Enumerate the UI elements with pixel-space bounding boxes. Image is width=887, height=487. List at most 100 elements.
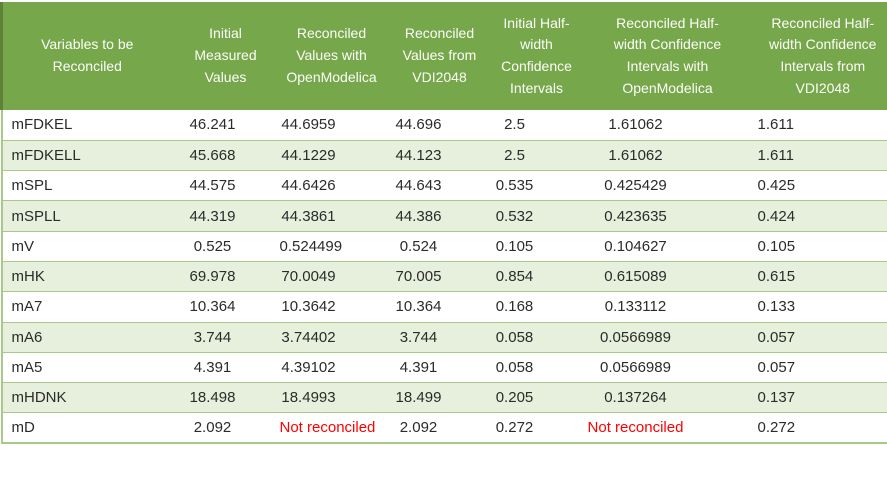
header-row: Variables to be Reconciled Initial Measured… [0, 2, 887, 110]
value-cell: 0.133112 [604, 298, 667, 316]
value-cell: 0.133 [757, 291, 887, 323]
header-line: Measured [194, 47, 257, 64]
value-cell: 0.058 [495, 328, 534, 346]
column-header-reconciled-halfwidth-ci-openmodelica: Reconciled Half-width Confidence Interval… [578, 2, 758, 110]
value-cell: 0.532 [495, 207, 534, 225]
value-cell: 10.364 [395, 298, 442, 316]
value-cell: 44.3861 [281, 207, 336, 225]
header-line: Initial [209, 25, 242, 42]
value-cell: 18.498 [189, 389, 236, 407]
value-cell: 0.272 [495, 412, 578, 445]
header-line: Reconciled Half- [771, 14, 875, 31]
value-cell: Not reconciled [279, 412, 384, 445]
value-cell: 3.744 [193, 328, 232, 346]
table-row: mFDKEL 46.241 44.6959 44.696 2.5 1.61062 1.611 [0, 110, 887, 141]
table-row: mA5 4.391 4.39102 4.391 0.058 0.0566989 0.057 [0, 352, 887, 383]
value-cell: 0.615089 [604, 268, 667, 286]
header-line: Variables to be [41, 36, 134, 53]
value-cell: 1.61062 [608, 116, 663, 134]
value-cell: 2.5 [504, 116, 525, 134]
variable-name-cell: mHK [0, 261, 172, 292]
value-cell: 0.854 [495, 268, 534, 286]
value-cell: 44.696 [395, 116, 442, 134]
header-line: width Confidence [769, 36, 877, 53]
value-cell: 45.668 [189, 146, 236, 164]
table-header: Variables to be Reconciled Initial Measured… [0, 2, 887, 110]
header-line: VDI2048 [795, 79, 850, 96]
column-header-reconciled-values-vdi2048: Reconciled Values from VDI2048 [384, 2, 496, 110]
table-row: mV 0.525 0.524499 0.524 0.105 0.104627 0.105 [0, 231, 887, 262]
value-cell: 0.057 [757, 352, 887, 383]
value-cell: 2.5 [504, 146, 525, 164]
value-cell: 0.058 [495, 359, 534, 377]
variable-name-cell: mA6 [0, 322, 172, 353]
value-cell: Not reconciled [577, 412, 758, 445]
value-cell: 0.525 [193, 237, 232, 255]
value-cell: 3.74402 [281, 328, 336, 346]
value-cell: 0.424 [757, 200, 887, 232]
header-line: Reconciled Half- [616, 14, 719, 31]
value-cell: 46.241 [189, 116, 236, 134]
value-cell: 44.6959 [281, 116, 336, 134]
header-line: Intervals [510, 79, 563, 96]
variable-name-cell: mFDKELL [0, 140, 172, 171]
header-line: Reconciled [52, 58, 122, 74]
value-cell: 0.205 [495, 389, 534, 407]
value-cell: 0.272 [757, 412, 887, 445]
value-cell: 0.104627 [604, 237, 667, 255]
column-header-variable: Variables to be Reconciled [0, 2, 172, 110]
value-cell: 44.575 [189, 177, 236, 195]
value-cell: 4.39102 [281, 359, 336, 377]
variable-name-cell: mHDNK [0, 382, 172, 413]
table-row: mD 2.092 Not reconciled 2.092 0.272 Not recon… [0, 412, 887, 445]
variable-name-cell: mSPL [0, 170, 172, 201]
column-header-initial-halfwidth-ci: Initial Half-width Confidence Intervals [496, 2, 578, 110]
value-cell: 0.057 [757, 322, 887, 353]
value-cell: 0.0566989 [600, 328, 671, 346]
value-cell: 0.423635 [604, 207, 667, 225]
column-header-reconciled-values-openmodelica: Reconciled Values with OpenModelica [280, 2, 384, 110]
value-cell: 44.1229 [281, 146, 336, 164]
column-header-initial-measured-values: Initial Measured Values [172, 2, 280, 110]
value-cell: 0.105 [495, 237, 534, 255]
header-line: Intervals with [626, 58, 709, 74]
value-cell: 0.0566989 [600, 359, 671, 377]
header-line: OpenModelica [286, 68, 377, 85]
value-cell: 0.425 [757, 170, 887, 201]
header-line: Values from [402, 47, 477, 64]
value-cell: 10.364 [189, 298, 236, 316]
header-line: Values with [296, 47, 367, 64]
value-cell: 1.61062 [608, 146, 663, 164]
column-header-reconciled-halfwidth-ci-vdi2048: Reconciled Half-width Confidence Interval… [757, 2, 887, 110]
value-cell: 18.4993 [281, 389, 336, 407]
value-cell: 0.168 [495, 298, 534, 316]
value-cell: 70.005 [395, 268, 442, 286]
header-line: OpenModelica [622, 79, 713, 96]
value-cell: 0.425429 [604, 177, 667, 195]
table-row: mA6 3.744 3.74402 3.744 0.058 0.0566989 0.057 [0, 322, 887, 353]
table-row: mSPL 44.575 44.6426 44.643 0.535 0.425429 0.42… [0, 170, 887, 201]
value-cell: 4.391 [193, 359, 232, 377]
value-cell: 44.386 [395, 207, 442, 225]
header-line: width [520, 36, 553, 53]
header-line: Reconciled [404, 25, 475, 42]
value-cell: 2.092 [171, 412, 280, 445]
variable-name-cell: mA5 [0, 352, 172, 383]
table-row: mHK 69.978 70.0049 70.005 0.854 0.615089 0.615 [0, 261, 887, 292]
value-cell: 0.535 [495, 177, 534, 195]
header-line: Initial Half- [503, 14, 570, 31]
value-cell: 18.499 [395, 389, 442, 407]
value-cell: 0.105 [757, 231, 887, 262]
variable-name-cell: mSPLL [0, 200, 172, 232]
value-cell: 0.137264 [604, 389, 667, 407]
variable-name-cell: mD [0, 412, 172, 445]
table-row: mSPLL 44.319 44.3861 44.386 0.532 0.423635 0.4… [0, 200, 887, 232]
value-cell: 3.744 [399, 328, 438, 346]
value-cell: 4.391 [399, 359, 438, 377]
table-body: mFDKEL 46.241 44.6959 44.696 2.5 1.61062 1.611… [0, 110, 887, 445]
value-cell: 44.319 [189, 207, 236, 225]
value-cell: 0.524499 [279, 237, 343, 255]
value-cell: 44.643 [395, 177, 442, 195]
value-cell: 44.6426 [281, 177, 336, 195]
variable-name-cell: mFDKEL [0, 110, 172, 141]
